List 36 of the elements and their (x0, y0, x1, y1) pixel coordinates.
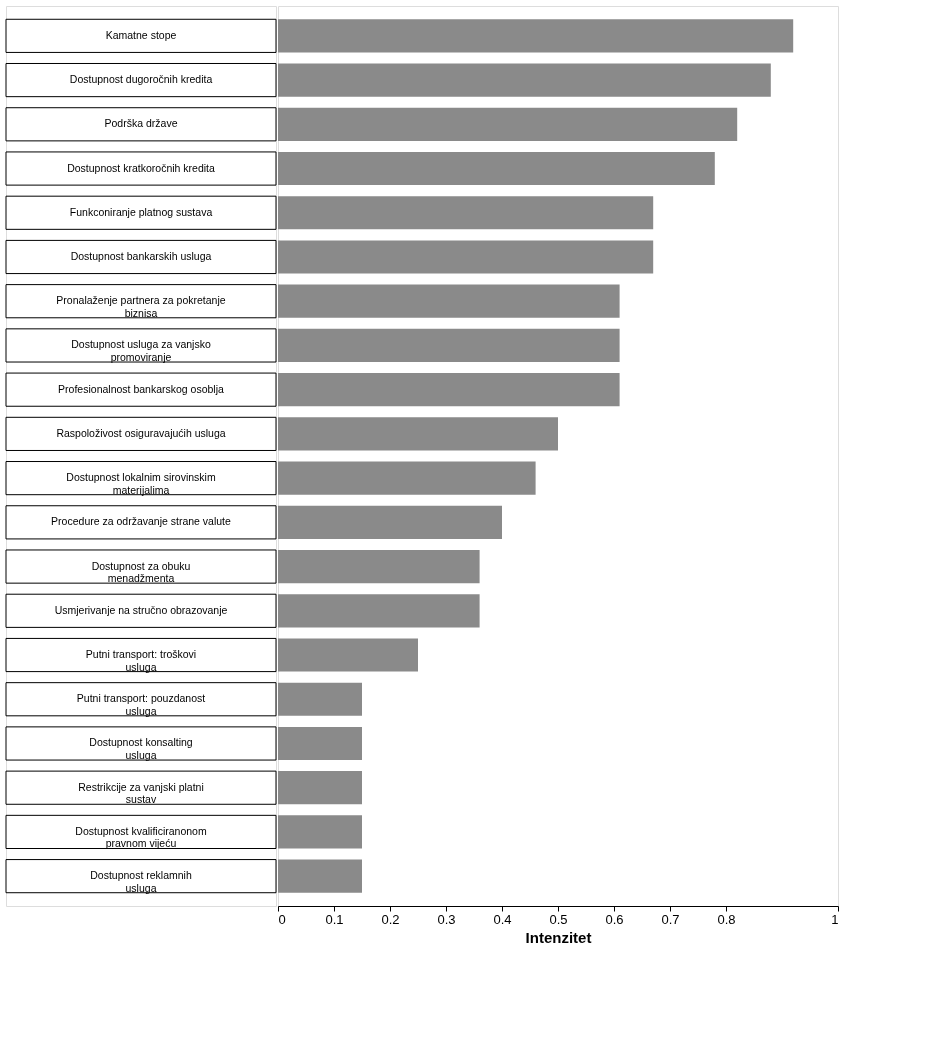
y-tick-label: Dostupnost dugoročnih kredita (69, 73, 213, 86)
x-tick-label: 0.6 (605, 911, 624, 927)
x-tick-label: 0.4 (493, 911, 512, 927)
bar (278, 771, 362, 805)
y-tick-label: Putni transport: pouzdanost usluga (76, 692, 206, 717)
y-tick-label: Restrikcije za vanjski platni sustav (78, 780, 204, 806)
y-tick-label: Dostupnost usluga za vanjsko promoviranje (71, 338, 211, 363)
y-tick-label: Dostupnost bankarskih usluga (70, 249, 212, 262)
bar (278, 859, 362, 893)
x-axis-title: Intenzitet (525, 928, 592, 946)
x-tick-label: 0.3 (437, 911, 456, 927)
y-tick-label: Dostupnost lokalnim sirovinskim materijalima (66, 471, 216, 496)
y-tick-label: Raspoloživost osiguravajućih usluga (56, 426, 226, 439)
x-tick-label: 0.7 (661, 911, 680, 927)
y-tick-label: Kamatne stope (105, 28, 177, 41)
bar (278, 726, 362, 761)
x-tick-label: 0.8 (717, 911, 736, 927)
bar (278, 682, 362, 716)
y-tick-label: Funkconiranje platnog sustava (69, 205, 213, 218)
y-tick-label: Dostupnost za obuku menadžmenta (91, 559, 191, 585)
y-tick-label: Dostupnost konsalting usluga (89, 736, 193, 761)
y-tick-label: Procedure za održavanje strane valute (51, 515, 232, 528)
y-tick-label: Pronalaženje partnera za pokretanje biznisa (56, 294, 226, 319)
y-tick-label: Dostupnost kratkoročnih kredita (67, 161, 215, 174)
y-tick-label: Dostupnost reklamnih usluga (90, 869, 192, 894)
x-tick-label: 0.5 (549, 911, 568, 927)
y-tick-label: Usmjerivanje na stručno obrazovanje (54, 603, 228, 616)
y-tick-label: Putni transport: troškovi usluga (85, 648, 197, 673)
y-tick-label: Podrška države (104, 117, 178, 130)
y-tick-label: Dostupnost kvalificiranonom pravnom vijeću (75, 824, 207, 850)
x-tick-label: 0 (278, 911, 286, 927)
bar (278, 815, 362, 849)
x-tick-label: 1 (831, 911, 839, 927)
x-tick-label: 0.1 (325, 911, 344, 927)
y-tick-label: Profesionalnost bankarskog osoblja (58, 382, 225, 395)
x-tick-label: 0.2 (381, 911, 400, 927)
